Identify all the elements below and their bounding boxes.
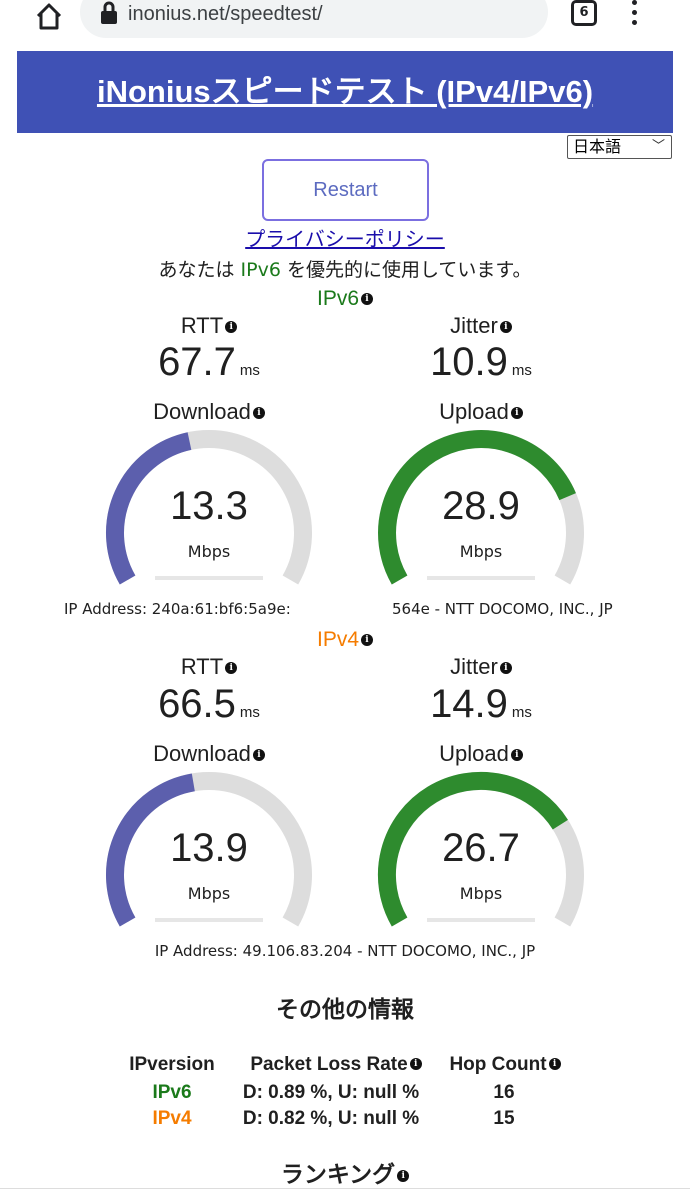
- info-icon[interactable]: i: [397, 1170, 410, 1182]
- ipv4-download-value: 13.9: [170, 826, 248, 870]
- ipv6-jitter-value: 10.9 ms: [430, 340, 532, 384]
- ipv6-section-title: IPv6 i: [0, 286, 690, 312]
- overflow-menu-icon[interactable]: [624, 0, 646, 28]
- ipv4-upload-gauge: [377, 771, 584, 927]
- tab-switcher-button[interactable]: 6: [571, 0, 597, 26]
- info-icon[interactable]: i: [548, 1058, 561, 1070]
- table-cell-loss: D: 0.82 %, U: null %: [242, 1108, 420, 1129]
- url-text[interactable]: inonius.net/speedtest/: [128, 3, 323, 25]
- ipv4-download-label: Download i: [109, 740, 309, 768]
- page-title-link[interactable]: iNoniusスピードテスト (IPv4/IPv6): [96, 74, 594, 109]
- bottom-edge: [0, 1188, 690, 1201]
- table-cell-hops: 16: [493, 1082, 515, 1103]
- info-icon[interactable]: i: [361, 293, 374, 305]
- info-icon[interactable]: i: [510, 407, 523, 419]
- info-icon[interactable]: i: [499, 662, 512, 674]
- ipv4-jitter-value: 14.9 ms: [430, 682, 532, 726]
- ipv4-download-unit: Mbps: [187, 884, 231, 903]
- table-cell-version: IPv6: [152, 1082, 192, 1103]
- ipv6-upload-gauge: [378, 430, 584, 585]
- ipv4-download-gauge: [106, 772, 312, 927]
- preferred-protocol: IPv6: [240, 259, 281, 281]
- ranking-title: ランキング i: [0, 1160, 690, 1190]
- ipv6-jitter-label: Jitter i: [381, 312, 581, 340]
- browser-toolbar: inonius.net/speedtest/ 6: [0, 0, 690, 44]
- info-icon[interactable]: i: [225, 321, 238, 333]
- ipv6-download-value: 13.3: [170, 484, 248, 528]
- table-header-ipversion: IPversion: [129, 1054, 215, 1075]
- ipv6-ip-provider: 564e - NTT DOCOMO, INC., JP: [392, 600, 613, 618]
- info-icon[interactable]: i: [499, 321, 512, 333]
- gauge-fill: [106, 773, 196, 927]
- ipv6-download-unit: Mbps: [187, 542, 231, 561]
- ipv4-ip-address: IP Address: 49.106.83.204 - NTT DOCOMO, …: [154, 942, 536, 960]
- home-icon[interactable]: [34, 0, 64, 32]
- ipv6-download-gauge: [106, 430, 312, 585]
- info-icon[interactable]: i: [510, 749, 523, 761]
- ipv6-download-label: Download i: [109, 398, 309, 426]
- ipv4-upload-label: Upload i: [381, 740, 581, 768]
- info-icon[interactable]: i: [361, 634, 374, 646]
- ipv6-upload-unit: Mbps: [459, 542, 503, 561]
- gauge-fill: [377, 771, 568, 927]
- privacy-policy-link[interactable]: プライバシーポリシー: [245, 227, 445, 251]
- page-header: iNoniusスピードテスト (IPv4/IPv6): [17, 51, 673, 133]
- restart-button[interactable]: Restart: [262, 159, 429, 221]
- lock-icon[interactable]: [98, 0, 120, 26]
- ipv6-upload-label: Upload i: [381, 398, 581, 426]
- ipv6-rtt-value: 67.7 ms: [158, 340, 260, 384]
- table-cell-loss: D: 0.89 %, U: null %: [242, 1082, 420, 1103]
- preference-message: あなたは IPv6 を優先的に使用しています。: [158, 259, 532, 281]
- progress-track: [155, 576, 263, 580]
- address-bar[interactable]: [80, 0, 548, 38]
- ipv4-jitter-label: Jitter i: [381, 653, 581, 681]
- table-cell-hops: 15: [493, 1108, 515, 1129]
- ipv6-rtt-label: RTT i: [109, 312, 309, 340]
- gauge-fill: [106, 432, 192, 585]
- other-info-title: その他の情報: [276, 997, 414, 1023]
- language-select-value: 日本語: [573, 137, 622, 156]
- ipv4-section-title: IPv4 i: [0, 627, 690, 653]
- language-select[interactable]: 日本語 ﹀: [567, 135, 672, 159]
- ipv4-rtt-value: 66.5 ms: [158, 682, 260, 726]
- progress-track: [155, 918, 263, 922]
- progress-track: [427, 576, 535, 580]
- progress-track: [427, 918, 535, 922]
- info-icon[interactable]: i: [225, 662, 238, 674]
- ipv4-rtt-label: RTT i: [109, 653, 309, 681]
- info-icon[interactable]: i: [409, 1058, 422, 1070]
- table-header-packet-loss: Packet Loss Rate i: [236, 1052, 436, 1078]
- info-icon[interactable]: i: [252, 749, 265, 761]
- chevron-down-icon: ﹀: [651, 139, 665, 154]
- ipv4-upload-unit: Mbps: [459, 884, 503, 903]
- info-icon[interactable]: i: [252, 407, 265, 419]
- table-header-hop-count: Hop Count i: [440, 1052, 570, 1078]
- gauge-fill: [378, 430, 576, 585]
- table-cell-version: IPv4: [152, 1108, 192, 1129]
- ipv6-ip-address: IP Address: 240a:61:bf6:5a9e:: [64, 600, 291, 618]
- ipv6-upload-value: 28.9: [442, 484, 520, 528]
- ipv4-upload-value: 26.7: [442, 826, 520, 870]
